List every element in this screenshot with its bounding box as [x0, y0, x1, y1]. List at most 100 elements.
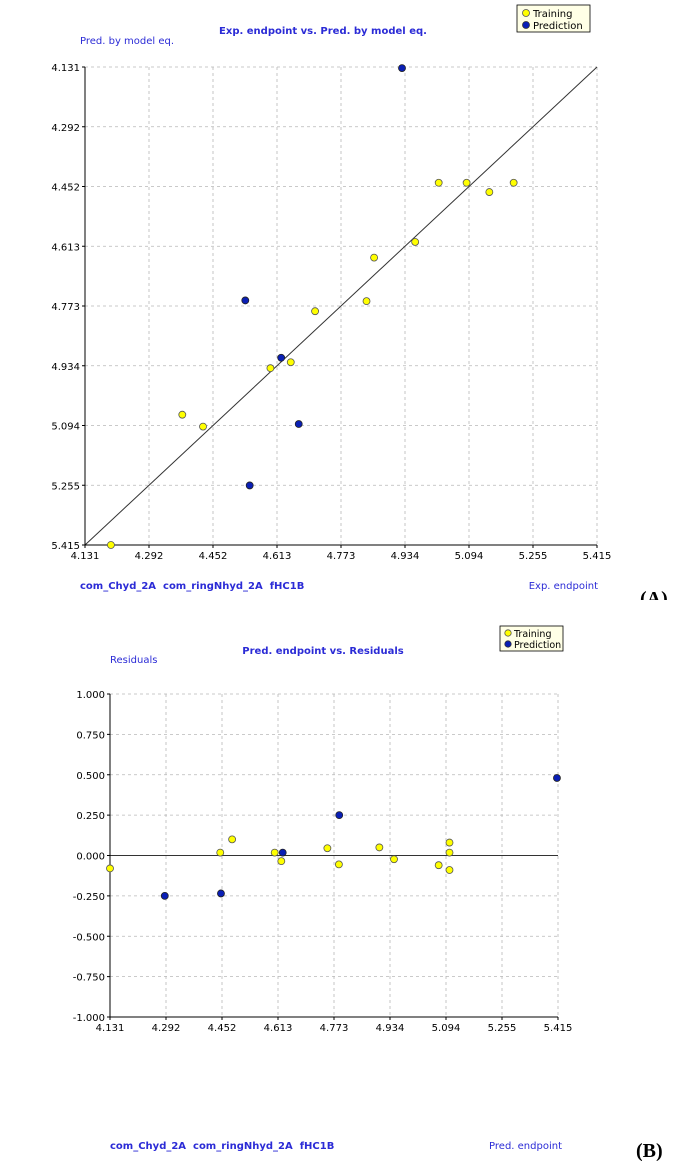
x-tick-label: 4.934: [376, 1023, 405, 1034]
tick-labels: 4.131 4.292 4.452 4.613 4.773 4.934 5.094 5.255…: [73, 690, 573, 1034]
panel-label: (A): [640, 588, 668, 600]
prediction-point: [277, 353, 286, 362]
training-point: [462, 178, 471, 187]
x-tick-label: 5.255: [488, 1023, 517, 1034]
y-axis-label: Pred. by model eq.: [80, 36, 174, 47]
legend-prediction-marker: [504, 640, 512, 648]
x-tick-label: 4.613: [264, 1023, 293, 1034]
y-tick-label: 4.452: [51, 183, 80, 194]
prediction-point: [553, 774, 561, 782]
descriptor-list: com_Chyd_2A com_ringNhyd_2A fHC1B: [110, 1141, 334, 1152]
y-tick-label: 1.000: [76, 690, 105, 701]
training-point: [178, 410, 187, 419]
training-point: [106, 864, 114, 873]
training-point: [228, 835, 237, 844]
x-tick-label: 5.415: [583, 551, 612, 562]
y-axis-label: Residuals: [110, 655, 157, 666]
x-tick-label: 5.094: [455, 551, 484, 562]
training-point: [311, 307, 319, 316]
y-tick-label: 0.750: [76, 730, 105, 741]
y-tick-label: -0.750: [73, 973, 105, 984]
training-point: [216, 848, 225, 857]
legend: Training Prediction: [499, 625, 564, 652]
training-point: [107, 541, 115, 549]
y-tick-label: 5.094: [51, 422, 80, 433]
y-tick-label: 4.773: [51, 302, 80, 313]
y-tick-label: 0.000: [76, 852, 105, 863]
y-tick-label: 0.500: [76, 771, 105, 782]
training-point: [370, 253, 378, 262]
training-point: [323, 844, 332, 853]
legend-training-marker: [504, 629, 512, 637]
training-point: [199, 422, 207, 431]
y-tick-label: 4.131: [51, 63, 80, 74]
x-tick-label: 4.131: [71, 551, 100, 562]
training-point: [411, 238, 420, 246]
y-tick-label: -0.500: [73, 932, 105, 943]
prediction-point: [278, 848, 287, 857]
legend-training-label: Training: [532, 9, 572, 20]
legend-box: [499, 625, 564, 652]
x-tick-label: 4.452: [199, 551, 228, 562]
tick-labels: 4.131 4.292 4.452 4.613 4.773 4.934 5.094 5.255…: [51, 63, 611, 562]
training-point: [362, 297, 371, 306]
legend-prediction-label: Prediction: [533, 21, 583, 32]
x-tick-label: 5.094: [432, 1023, 461, 1034]
training-point: [286, 358, 295, 367]
training-point: [334, 860, 343, 869]
training-point: [375, 843, 384, 852]
x-tick-label: 5.255: [519, 551, 548, 562]
x-axis-label: Pred. endpoint: [489, 1141, 562, 1152]
legend-training-marker: [522, 9, 530, 17]
data-points: [107, 64, 518, 549]
x-tick-label: 4.934: [391, 551, 420, 562]
training-point: [485, 188, 494, 196]
y-tick-label: 4.613: [51, 242, 80, 253]
training-point: [266, 364, 275, 373]
descriptor-list: com_Chyd_2A com_ringNhyd_2A fHC1B: [80, 581, 304, 592]
y-tick-label: -1.000: [73, 1013, 105, 1024]
prediction-point: [294, 420, 303, 428]
chart-title: Pred. endpoint vs. Residuals: [242, 646, 403, 657]
prediction-point: [335, 811, 344, 820]
y-tick-label: 4.934: [51, 362, 80, 373]
chart-a: 4.131 4.292 4.452 4.613 4.773 4.934 5.094 5.255…: [51, 4, 668, 600]
identity-line: [84, 66, 598, 546]
chart-title: Exp. endpoint vs. Pred. by model eq.: [219, 26, 427, 37]
prediction-point: [241, 296, 250, 305]
panel-label: (B): [636, 1140, 663, 1161]
x-tick-label: 4.773: [327, 551, 356, 562]
y-tick-label: -0.250: [73, 892, 105, 903]
y-tick-label: 0.250: [76, 811, 105, 822]
x-tick-label: 4.131: [96, 1023, 125, 1034]
prediction-point: [217, 889, 225, 898]
training-point: [509, 178, 518, 187]
reference-line: [84, 66, 598, 546]
training-point: [270, 848, 279, 857]
y-tick-label: 4.292: [51, 123, 80, 134]
grid: [84, 66, 598, 546]
legend-box: [516, 4, 591, 33]
prediction-point: [245, 481, 254, 490]
training-point: [390, 855, 398, 864]
x-tick-label: 4.452: [208, 1023, 237, 1034]
training-point: [277, 857, 286, 866]
training-point: [445, 866, 454, 874]
x-tick-label: 5.415: [544, 1023, 573, 1034]
legend-training-label: Training: [513, 629, 552, 640]
y-tick-label: 5.415: [51, 541, 80, 552]
x-tick-label: 4.773: [320, 1023, 349, 1034]
prediction-point: [398, 64, 406, 73]
prediction-point: [160, 891, 169, 900]
legend-prediction-label: Prediction: [514, 640, 561, 651]
x-tick-label: 4.292: [152, 1023, 181, 1034]
chart-b: 4.131 4.292 4.452 4.613 4.773 4.934 5.094 5.255…: [73, 625, 663, 1161]
x-axis-label: Exp. endpoint: [529, 581, 598, 592]
y-tick-label: 5.255: [51, 481, 80, 492]
training-point: [445, 838, 454, 847]
training-point: [434, 178, 443, 187]
training-point: [434, 861, 443, 870]
x-tick-label: 4.613: [263, 551, 292, 562]
training-point: [445, 848, 454, 857]
x-tick-label: 4.292: [135, 551, 164, 562]
